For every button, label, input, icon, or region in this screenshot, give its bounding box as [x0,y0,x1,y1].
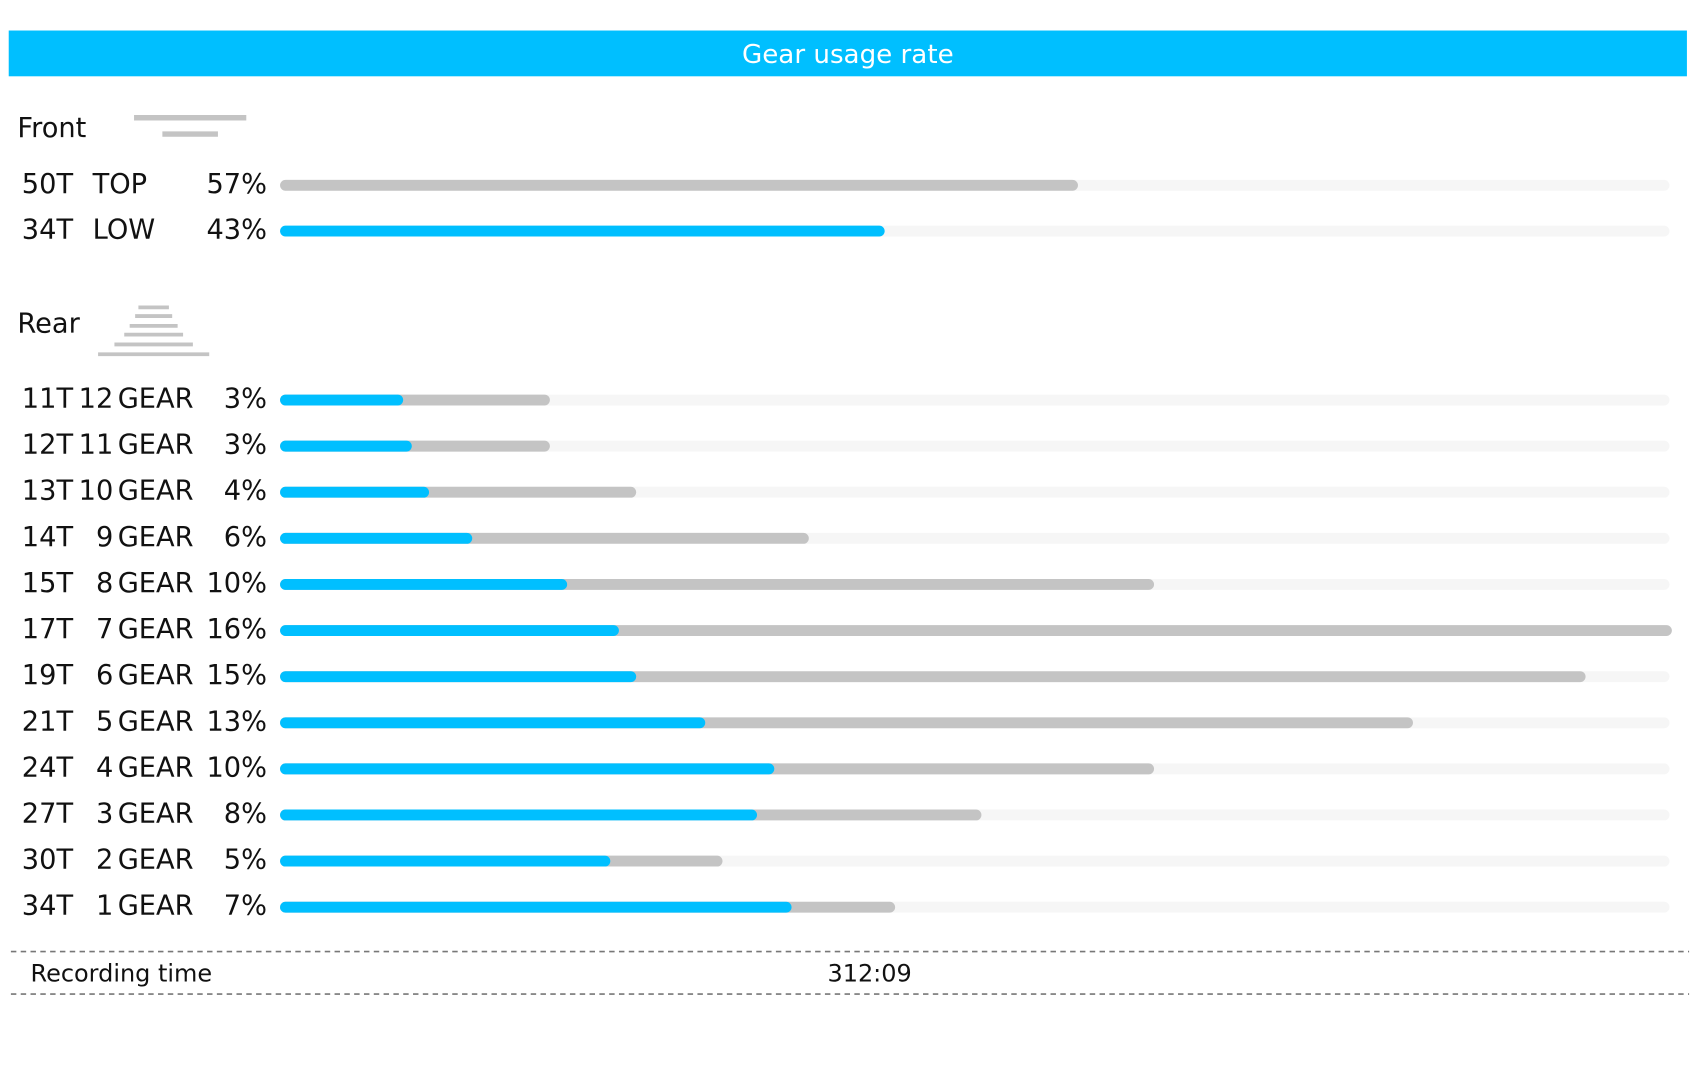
gear-number: 9 [96,522,113,553]
teeth-label: 24T [22,752,74,783]
gear-word: GEAR [118,568,194,599]
front-icon [134,114,247,137]
teeth-label: 14T [22,522,74,553]
teeth-label: 50T [22,169,74,200]
percent-label: 3% [224,384,267,415]
gear-number: 7 [96,614,113,645]
gear-word: GEAR [118,706,194,737]
gear-word: GEAR [118,522,194,553]
teeth-label: 21T [22,706,74,737]
percent-label: 13% [206,706,267,737]
footer-value: 312:09 [827,959,911,987]
teeth-label: 34T [22,215,74,246]
percent-label: 5% [224,845,267,876]
teeth-label: 17T [22,614,74,645]
gear-number: 10 [79,476,114,507]
gear-number: 3 [96,798,113,829]
gear-word: GEAR [118,476,194,507]
rear-title: Rear [17,308,80,339]
gear-number: 11 [79,430,114,461]
percent-label: 15% [206,660,267,691]
percent-label: 16% [206,614,267,645]
gear-label: TOP [92,169,147,200]
gear-word: GEAR [118,430,194,461]
gear-number: 6 [96,660,113,691]
teeth-label: 11T [22,384,74,415]
gear-word: GEAR [118,845,194,876]
gear-number: 2 [96,845,113,876]
gear-word: GEAR [118,798,194,829]
percent-label: 57% [206,169,267,200]
teeth-label: 13T [22,476,74,507]
gear-number: 5 [96,706,113,737]
front-title: Front [17,113,86,144]
percent-label: 43% [206,215,267,246]
gear-number: 4 [96,752,113,783]
percent-label: 7% [224,891,267,922]
header-bar [8,30,1687,77]
teeth-label: 30T [22,845,74,876]
percent-label: 10% [206,568,267,599]
gear-word: GEAR [118,752,194,783]
percent-label: 4% [224,476,267,507]
teeth-label: 27T [22,798,74,829]
gear-number: 12 [79,384,114,415]
gear-label: LOW [93,215,156,246]
header-title: Gear usage rate [742,40,954,70]
teeth-label: 12T [22,430,74,461]
rear-icon [98,305,210,357]
gear-word: GEAR [118,614,194,645]
percent-label: 3% [224,430,267,461]
percent-label: 8% [224,798,267,829]
footer-label: Recording time [31,959,213,987]
gear-word: GEAR [118,384,194,415]
teeth-label: 19T [22,660,74,691]
teeth-label: 34T [22,891,74,922]
gear-word: GEAR [118,660,194,691]
gear-number: 1 [96,891,113,922]
gear-number: 8 [96,568,113,599]
percent-label: 6% [224,522,267,553]
teeth-label: 15T [22,568,74,599]
gear-word: GEAR [118,891,194,922]
percent-label: 10% [206,752,267,783]
